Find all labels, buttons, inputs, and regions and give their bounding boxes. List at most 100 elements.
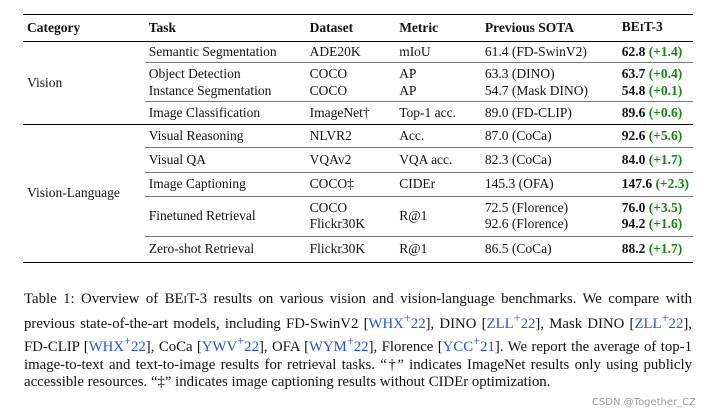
score: 94.2 [621, 216, 646, 231]
metric-cell: Top-1 acc. [399, 104, 456, 120]
beit3-suffix: T-3 [643, 19, 663, 34]
score: 89.6 [621, 104, 646, 120]
score: 62.8 [621, 44, 646, 59]
gain: (+3.5) [648, 200, 683, 215]
dataset-line: COCO [309, 200, 348, 215]
header-task: Task [148, 20, 177, 35]
beit3-line: 76.0 (+3.5) [622, 200, 689, 216]
task-cell: Visual Reasoning [148, 127, 244, 143]
vision-language-group: Vision-Language Visual Reasoning NLVR2 A… [23, 124, 693, 262]
citation-plus: + [661, 310, 669, 325]
beit3-cell: 62.8 (+1.4) [618, 42, 693, 63]
results-table: Category Task Dataset Metric Previous SO… [23, 14, 693, 263]
task-cell: Visual QA [148, 151, 207, 167]
dataset-cell: NLVR2 [309, 127, 352, 143]
previous-sota-cell: 61.4 (FD-SwinV2) [484, 44, 587, 59]
citation-key: WYM [309, 339, 347, 356]
citation-link[interactable]: ZLL+22 [634, 311, 684, 332]
header-metric: Metric [399, 20, 439, 35]
citation-plus: + [237, 334, 245, 349]
table-row: Object Detection COCO AP 63.3 (DINO) 63.… [23, 62, 693, 83]
score: 88.2 [621, 241, 646, 256]
category-cell: Vision-Language [27, 185, 120, 200]
beit3-line: 94.2 (+1.6) [622, 216, 689, 232]
header-category: Category [27, 20, 81, 35]
task-cell: Finetuned Retrieval [148, 208, 256, 223]
previous-sota-cell: 82.3 (CoCa) [484, 151, 552, 167]
citation-key: WHX [368, 315, 404, 332]
dataset-line: Flickr30K [309, 216, 366, 231]
citation-year: 22 [668, 315, 684, 332]
header-dataset: Dataset [309, 20, 354, 35]
prev-line: 72.5 (Florence) [484, 200, 569, 215]
caption-text: ], CoCa [ [145, 339, 202, 356]
citation-key: WHX [88, 339, 125, 356]
previous-sota-cell: 89.0 (FD-CLIP) [484, 104, 572, 120]
caption-text: Table 1: Overview of BE [24, 291, 184, 307]
citation-plus: + [473, 334, 481, 349]
citation-link[interactable]: YCC+21 [442, 334, 495, 356]
beit3-cell: 88.2 (+1.7) [618, 236, 693, 262]
citation-year: 22 [131, 339, 146, 356]
score: 76.0 [621, 200, 646, 215]
beit3-cell: 89.6 (+0.6) [618, 101, 693, 124]
caption-text: ], Florence [ [368, 339, 443, 356]
metric-cell: mIoU [399, 44, 431, 59]
citation-link[interactable]: YWV+22 [201, 334, 259, 356]
task-cell: Image Captioning [148, 176, 246, 191]
table-caption: Table 1: Overview of BEIT-3 results on v… [24, 291, 692, 392]
previous-sota-cell: 72.5 (Florence) 92.6 (Florence) [481, 196, 618, 236]
beit3-cell: 54.8 (+0.1) [618, 82, 693, 101]
watermark: CSDN @Together_CZ [591, 397, 696, 408]
table-row: Image Classification ImageNet† Top-1 acc… [23, 101, 693, 124]
table-row: Visual QA VQAv2 VQA acc. 82.3 (CoCa) 84.… [23, 147, 693, 172]
gain: (+1.4) [648, 44, 683, 59]
table-row: Vision Semantic Segmentation ADE20K mIoU… [23, 42, 693, 90]
citation-link[interactable]: ZLL+22 [487, 311, 536, 332]
dataset-cell: VQAv2 [309, 151, 352, 167]
score: 92.6 [621, 127, 646, 143]
gain: (+1.6) [648, 216, 683, 231]
previous-sota-cell: 87.0 (CoCa) [484, 127, 552, 143]
gain: (+0.6) [648, 104, 683, 120]
citation-key: ZLL [634, 315, 662, 332]
gain: (+0.1) [648, 83, 683, 99]
gain: (+2.3) [655, 176, 689, 191]
task-cell: Object Detection [148, 66, 241, 81]
citation-plus: + [124, 334, 131, 349]
caption-text: ], DINO [ [425, 315, 487, 332]
table-header: Category Task Dataset Metric Previous SO… [23, 14, 693, 42]
table-row: Instance Segmentation COCO AP 54.7 (Mask… [23, 82, 693, 101]
dataset-cell: COCO‡ [309, 176, 354, 191]
dataset-cell: COCO Flickr30K [306, 196, 396, 236]
dataset-cell: ImageNet† [309, 104, 370, 120]
table-row: Vision-Language Visual Reasoning NLVR2 A… [23, 124, 693, 200]
score: 54.8 [621, 83, 646, 99]
citation-year: 22 [353, 339, 369, 356]
citation-link[interactable]: WYM+22 [309, 334, 369, 356]
citation-year: 21 [480, 339, 495, 356]
caption-text: ], OFA [ [258, 339, 310, 356]
score: 84.0 [621, 151, 646, 167]
caption-text: T-3 results on various vision and vision… [24, 291, 692, 332]
metric-cell: AP [399, 83, 417, 99]
metric-cell: R@1 [399, 241, 428, 256]
beit3-cell: 92.6 (+5.6) [618, 124, 693, 147]
caption-text: ], Mask DINO [ [535, 315, 635, 332]
gain: (+1.7) [648, 241, 683, 256]
previous-sota-cell: 54.7 (Mask DINO) [484, 83, 589, 99]
citation-key: YWV [201, 339, 238, 356]
gain: (+1.7) [648, 151, 683, 167]
citation-plus: + [346, 334, 354, 349]
task-cell: Image Classification [148, 104, 261, 120]
task-cell: Zero-shot Retrieval [148, 241, 255, 256]
dataset-cell: Flickr30K [309, 241, 366, 256]
citation-key: YCC [442, 339, 474, 356]
citation-plus: + [513, 310, 521, 325]
metric-cell: AP [399, 66, 417, 81]
citation-year: 22 [410, 315, 426, 332]
citation-link[interactable]: WHX+22 [88, 334, 146, 356]
citation-link[interactable]: WHX+22 [368, 311, 426, 332]
dataset-cell: ADE20K [309, 44, 361, 59]
